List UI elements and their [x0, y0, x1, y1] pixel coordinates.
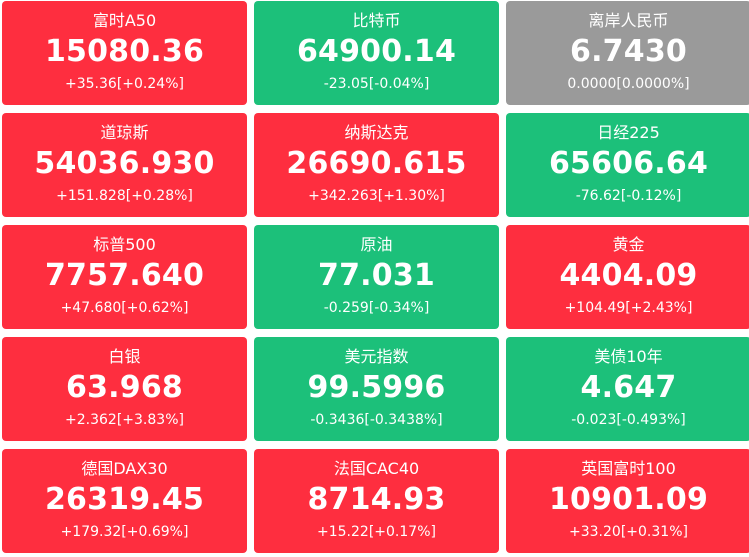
quote-name: 法国CAC40 — [333, 459, 420, 478]
quote-name: 道琼斯 — [100, 123, 149, 142]
quote-price: 10901.09 — [548, 482, 709, 517]
quote-price: 7757.640 — [44, 258, 205, 293]
quote-name: 美元指数 — [344, 347, 409, 366]
quote-name: 德国DAX30 — [81, 459, 168, 478]
quote-price: 4.647 — [580, 370, 677, 405]
quote-change: +35.36[+0.24%] — [65, 76, 184, 92]
quote-price: 54036.930 — [34, 146, 215, 181]
quote-price: 6.7430 — [570, 34, 687, 69]
quote-change: +104.49[+2.43%] — [564, 300, 693, 316]
quote-tile-nikkei-225[interactable]: 日经225 65606.64 -76.62[-0.12%] — [506, 113, 749, 217]
quote-name: 英国富时100 — [581, 459, 676, 478]
quote-change: +179.32[+0.69%] — [60, 524, 189, 540]
quote-tile-nasdaq[interactable]: 纳斯达克 26690.615 +342.263[+1.30%] — [254, 113, 499, 217]
quote-price: 77.031 — [318, 258, 435, 293]
quote-tile-us-10y-treasury[interactable]: 美债10年 4.647 -0.023[-0.493%] — [506, 337, 749, 441]
quote-name: 富时A50 — [92, 11, 157, 30]
quote-tile-ftse100[interactable]: 英国富时100 10901.09 +33.20[+0.31%] — [506, 449, 749, 553]
quote-price: 26319.45 — [44, 482, 205, 517]
quote-name: 离岸人民币 — [588, 11, 669, 30]
quote-change: -0.259[-0.34%] — [323, 300, 430, 316]
quote-tile-cac40[interactable]: 法国CAC40 8714.93 +15.22[+0.17%] — [254, 449, 499, 553]
quote-change: -76.62[-0.12%] — [575, 188, 682, 204]
quote-name: 标普500 — [93, 235, 156, 254]
quote-change: +15.22[+0.17%] — [317, 524, 436, 540]
quote-name: 日经225 — [597, 123, 660, 142]
quote-tile-silver[interactable]: 白银 63.968 +2.362[+3.83%] — [2, 337, 247, 441]
quote-name: 黄金 — [612, 235, 645, 254]
quote-tile-crude-oil[interactable]: 原油 77.031 -0.259[-0.34%] — [254, 225, 499, 329]
quote-change: +33.20[+0.31%] — [569, 524, 688, 540]
quote-change: +151.828[+0.28%] — [56, 188, 193, 204]
quote-change: +342.263[+1.30%] — [308, 188, 445, 204]
quote-price: 26690.615 — [286, 146, 467, 181]
quote-price: 63.968 — [66, 370, 183, 405]
quote-price: 4404.09 — [559, 258, 698, 293]
quote-change: -0.023[-0.493%] — [571, 412, 686, 428]
quote-price: 65606.64 — [548, 146, 709, 181]
quote-price: 15080.36 — [44, 34, 205, 69]
quote-tile-sp500[interactable]: 标普500 7757.640 +47.680[+0.62%] — [2, 225, 247, 329]
quote-price: 99.5996 — [307, 370, 446, 405]
quote-tile-dax30[interactable]: 德国DAX30 26319.45 +179.32[+0.69%] — [2, 449, 247, 553]
quote-price: 8714.93 — [307, 482, 446, 517]
quote-change: 0.0000[0.0000%] — [567, 76, 690, 92]
quote-price: 64900.14 — [296, 34, 457, 69]
quote-change: -0.3436[-0.3438%] — [310, 412, 443, 428]
quote-name: 原油 — [360, 235, 393, 254]
quote-tile-us-dollar-index[interactable]: 美元指数 99.5996 -0.3436[-0.3438%] — [254, 337, 499, 441]
quote-tile-bitcoin[interactable]: 比特币 64900.14 -23.05[-0.04%] — [254, 1, 499, 105]
quote-change: +47.680[+0.62%] — [60, 300, 189, 316]
quote-change: +2.362[+3.83%] — [65, 412, 184, 428]
quote-change: -23.05[-0.04%] — [323, 76, 430, 92]
quote-name: 比特币 — [352, 11, 401, 30]
quote-tile-ftse-china-a50[interactable]: 富时A50 15080.36 +35.36[+0.24%] — [2, 1, 247, 105]
quote-tile-offshore-cny[interactable]: 离岸人民币 6.7430 0.0000[0.0000%] — [506, 1, 749, 105]
quote-name: 美债10年 — [594, 347, 663, 366]
quote-tile-dow-jones[interactable]: 道琼斯 54036.930 +151.828[+0.28%] — [2, 113, 247, 217]
quote-name: 纳斯达克 — [344, 123, 409, 142]
quote-tile-gold[interactable]: 黄金 4404.09 +104.49[+2.43%] — [506, 225, 749, 329]
quote-name: 白银 — [108, 347, 141, 366]
